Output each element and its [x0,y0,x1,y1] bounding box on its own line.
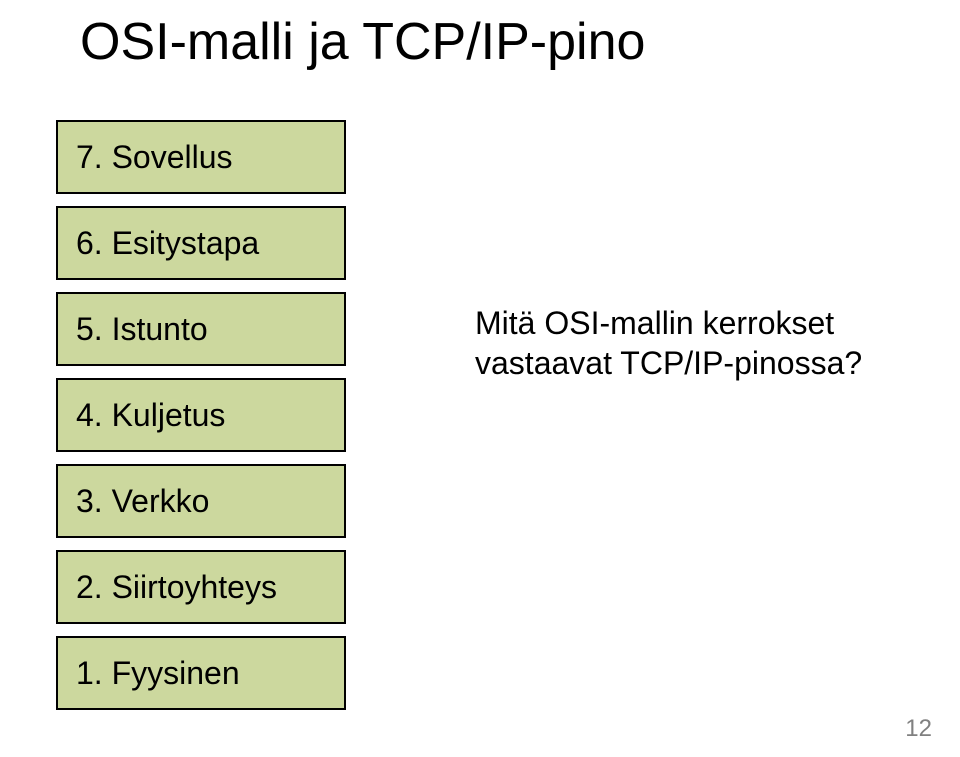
osi-layer-label: 1. Fyysinen [76,655,240,692]
osi-layer-4: 4. Kuljetus [56,378,346,452]
question-text: Mitä OSI-mallin kerrokset vastaavat TCP/… [475,303,905,383]
osi-layer-3: 3. Verkko [56,464,346,538]
osi-layer-7: 7. Sovellus [56,120,346,194]
osi-layer-1: 1. Fyysinen [56,636,346,710]
osi-layer-label: 2. Siirtoyhteys [76,569,277,606]
osi-layer-label: 7. Sovellus [76,139,233,176]
question-line-2: vastaavat TCP/IP-pinossa? [475,345,862,381]
question-line-1: Mitä OSI-mallin kerrokset [475,305,834,341]
slide: OSI-malli ja TCP/IP-pino 7. Sovellus 6. … [0,0,960,757]
page-number: 12 [905,715,932,743]
osi-layer-6: 6. Esitystapa [56,206,346,280]
slide-title: OSI-malli ja TCP/IP-pino [80,12,645,72]
osi-layer-label: 6. Esitystapa [76,225,259,262]
osi-layer-stack: 7. Sovellus 6. Esitystapa 5. Istunto 4. … [56,120,346,710]
osi-layer-label: 3. Verkko [76,483,209,520]
osi-layer-label: 4. Kuljetus [76,397,225,434]
osi-layer-2: 2. Siirtoyhteys [56,550,346,624]
osi-layer-label: 5. Istunto [76,311,208,348]
osi-layer-5: 5. Istunto [56,292,346,366]
